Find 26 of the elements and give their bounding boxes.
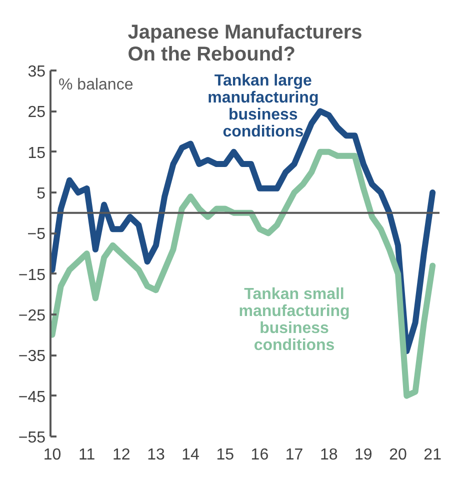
x-tick-label: 12 (112, 446, 130, 464)
x-tick-label: 14 (182, 446, 200, 464)
x-tick-label: 17 (285, 446, 304, 464)
y-tick-label: −15 (18, 266, 46, 284)
x-tick-label: 20 (389, 446, 408, 464)
y-tick-label: −55 (18, 430, 46, 446)
text: Tankan small manufacturing business conditions (238, 286, 350, 354)
y-tick-label: 35 (28, 64, 46, 80)
y-axis-title: % balance (58, 76, 134, 94)
chart-title: Japanese Manufacturers On the Rebound? (128, 22, 362, 66)
y-tick-label: 25 (28, 104, 46, 122)
x-tick-label: 19 (354, 446, 372, 464)
y-tick-label: −25 (18, 308, 46, 324)
y-tick-label: 15 (28, 144, 46, 162)
x-tick-label: 21 (424, 446, 442, 464)
x-tick-label: 13 (147, 446, 165, 464)
y-tick-label: 5 (36, 186, 46, 202)
x-tick-label: 16 (250, 446, 269, 464)
x-tick-label: 15 (216, 446, 234, 464)
x-tick-label: 10 (43, 446, 62, 464)
x-tick-label: 18 (320, 446, 338, 464)
y-tick-label: −35 (18, 348, 46, 366)
x-tick-label: 11 (78, 446, 96, 464)
y-tick-label: −45 (18, 388, 46, 406)
series-label: Tankan large manufacturing business conditions (208, 72, 319, 141)
y-tick-label: −5 (27, 226, 46, 244)
